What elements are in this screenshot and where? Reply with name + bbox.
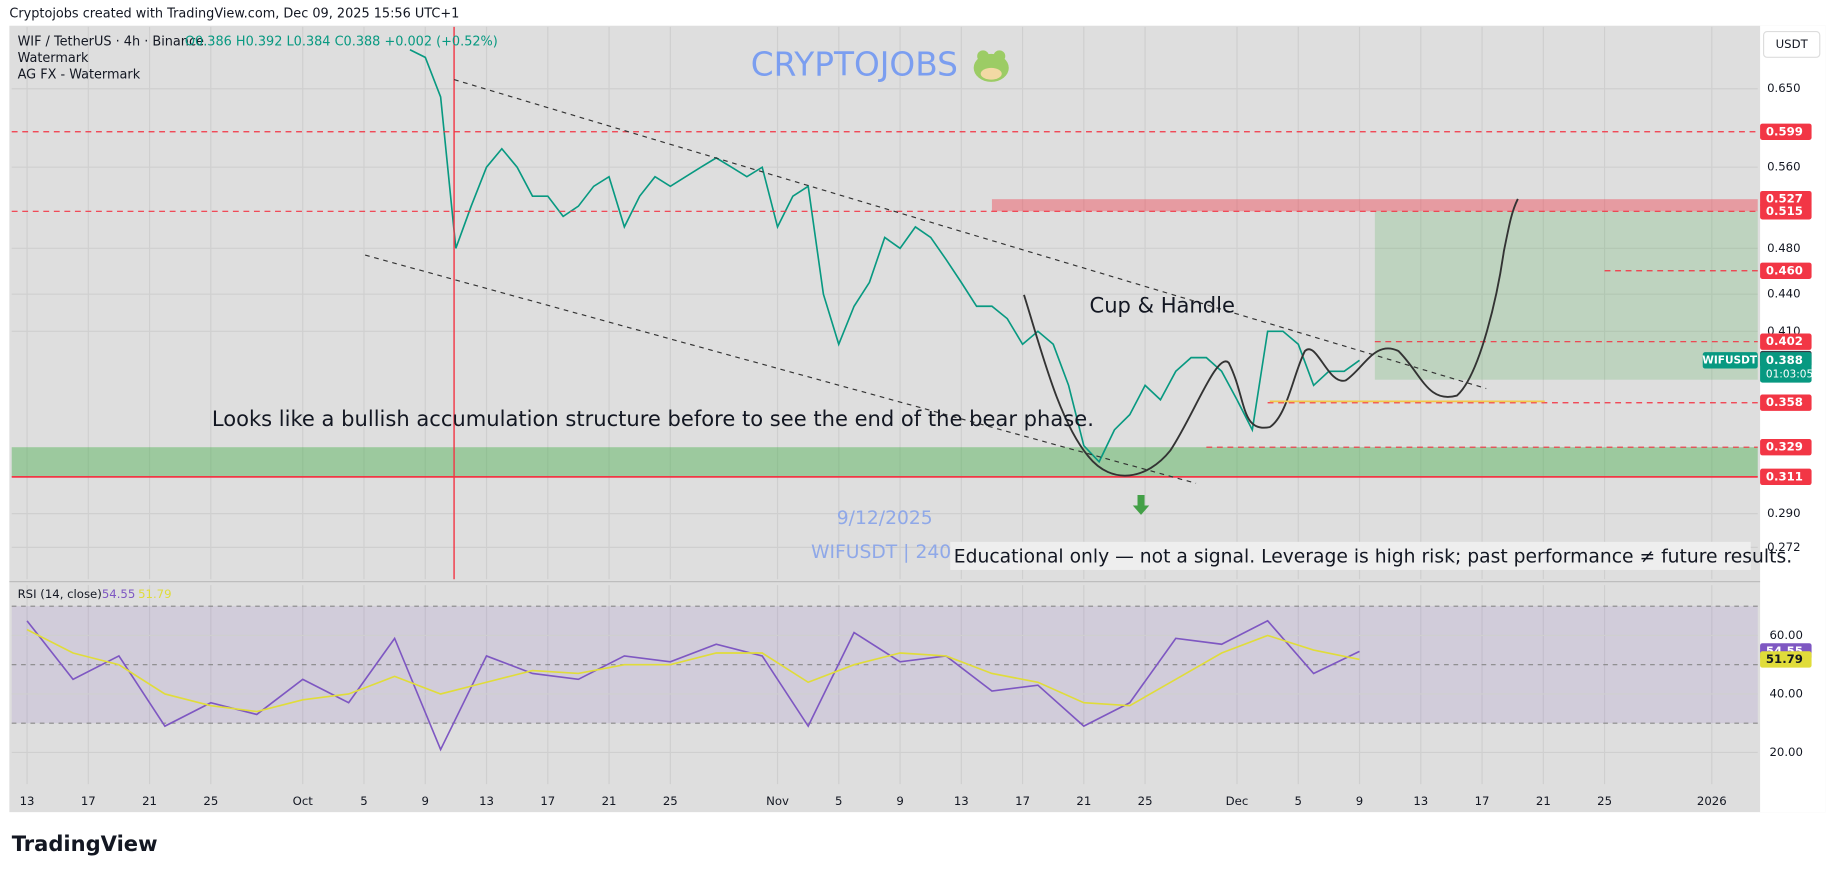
credit: Cryptojobs created with TradingView.com,… <box>9 7 459 22</box>
ohlc: O0.386 H0.392 L0.384 C0.388 +0.002 (+0.5… <box>185 35 498 50</box>
price-label: 0.311 <box>1766 469 1803 483</box>
logo: TradingView <box>12 831 158 856</box>
price-label: 0.515 <box>1766 204 1803 218</box>
x-tick-label: 9 <box>1356 794 1363 808</box>
y-tick-label: 0.272 <box>1767 540 1800 554</box>
trend-line <box>364 254 1197 484</box>
trend-line <box>453 79 1487 390</box>
y-tick-label: 0.560 <box>1767 160 1800 174</box>
x-tick-label: 13 <box>479 794 494 808</box>
x-tick-label: 17 <box>81 794 96 808</box>
plot-layer <box>11 26 1758 785</box>
comment: Looks like a bullish accumulation struct… <box>212 406 1094 431</box>
x-tick-label: 17 <box>540 794 555 808</box>
price-label-bg <box>1760 203 1812 220</box>
zone <box>11 447 1758 477</box>
cup-handle-drawing <box>1023 198 1519 477</box>
countdown: 01:03:05 <box>1766 368 1813 380</box>
frog-icon <box>973 50 1009 82</box>
price-label: 0.599 <box>1766 124 1803 138</box>
pattern-label: Cup & Handle <box>1090 293 1235 318</box>
zone <box>1374 211 1758 380</box>
x-tick-label: 13 <box>1413 794 1428 808</box>
y-tick-label: 60.00 <box>1769 628 1802 642</box>
arrow-up <box>1132 495 1150 515</box>
x-tick-label: 13 <box>954 794 969 808</box>
x-tick-label: 13 <box>20 794 35 808</box>
price-label: 0.527 <box>1766 192 1803 206</box>
indicator: Watermark <box>18 51 89 66</box>
drawings <box>364 26 1545 580</box>
x-tick-label: 21 <box>142 794 157 808</box>
x-tick-label: 21 <box>602 794 617 808</box>
x-tick-label: 9 <box>896 794 903 808</box>
price-label: 0.388 <box>1766 353 1803 367</box>
currency[interactable]: USDT <box>1776 37 1809 51</box>
x-tick-label: 5 <box>835 794 842 808</box>
x-tick-label: 5 <box>1295 794 1302 808</box>
price-label-bg <box>1760 123 1812 140</box>
x-tick-label: 25 <box>1138 794 1153 808</box>
x-tick-label: 5 <box>360 794 367 808</box>
y-tick-label: 0.440 <box>1767 287 1800 301</box>
indicator: AG FX - Watermark <box>18 67 141 82</box>
rsi-label: 51.79 <box>1766 652 1803 666</box>
y-tick-label: 40.00 <box>1769 686 1802 700</box>
x-tick-label: 17 <box>1475 794 1490 808</box>
watermark-ticker: WIFUSDT | 240M <box>811 542 967 563</box>
price-label: 0.402 <box>1766 334 1803 348</box>
price-label: 0.358 <box>1766 395 1803 409</box>
x-tick-label: 9 <box>422 794 429 808</box>
series-line <box>26 628 1360 713</box>
price-axis-bg <box>1760 25 1826 813</box>
tag-bg <box>1702 352 1758 369</box>
x-tick-label: 25 <box>663 794 678 808</box>
price-label-bg <box>1760 394 1812 411</box>
disclaimer-box <box>950 541 1751 570</box>
rsi-legend-value: 54.55 <box>102 587 135 601</box>
y-tick-label: 0.650 <box>1767 81 1800 95</box>
axis-layer: 13 17 21 25 Oct 5 9 13 17 21 25 Nov 5 9 13 17 21 25 Dec 5 9 1… <box>20 81 1814 808</box>
watermark-date: 9/12/2025 <box>837 508 933 529</box>
x-tick-label: 17 <box>1015 794 1030 808</box>
currency-button[interactable] <box>1763 31 1821 58</box>
chart-bg <box>9 25 1826 813</box>
x-tick-label: 2026 <box>1697 794 1727 808</box>
watermark: CRYPTOJOBS <box>751 46 958 84</box>
price-label: 0.329 <box>1766 440 1803 454</box>
symbol: WIF / TetherUS · 4h · Binance <box>18 35 204 50</box>
x-tick-label: Oct <box>293 794 314 808</box>
zone <box>991 199 1758 212</box>
x-tick-label: Nov <box>766 794 789 808</box>
y-tick-label: 20.00 <box>1769 745 1802 759</box>
series-line <box>409 49 1360 464</box>
rsi-title: RSI (14, close) <box>18 587 102 601</box>
tag: WIFUSDT <box>1702 354 1758 366</box>
price-label-bg <box>1760 468 1812 486</box>
rsi-legend-value: 51.79 <box>138 587 171 601</box>
y-tick-label: 0.290 <box>1767 506 1800 520</box>
disclaimer: Educational only — not a signal. Leverag… <box>954 547 1792 568</box>
series-line <box>26 619 1360 752</box>
x-tick-label: 21 <box>1076 794 1091 808</box>
price-label-bg <box>1760 333 1812 350</box>
y-tick-label: 0.480 <box>1767 241 1800 255</box>
price-label-bg <box>1760 262 1812 279</box>
price-label-bg <box>1760 439 1812 456</box>
rsi-label-bg <box>1760 651 1812 668</box>
price-label: 0.460 <box>1766 263 1803 277</box>
x-tick-label: 21 <box>1536 794 1551 808</box>
price-label-bg <box>1760 352 1812 383</box>
x-tick-label: 25 <box>203 794 218 808</box>
x-tick-label: 25 <box>1597 794 1612 808</box>
x-tick-label: Dec <box>1226 794 1249 808</box>
